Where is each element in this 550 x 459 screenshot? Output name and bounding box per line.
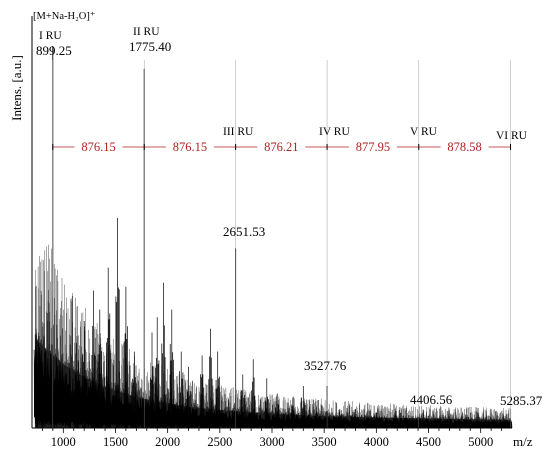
difference-label: 876.15 [173,140,207,154]
peak-mz-label: 1775.40 [129,39,171,54]
y-axis-label: Intens. [a.u.] [9,55,24,121]
peak-ru-label: III RU [223,126,254,138]
peak-ru-label: II RU [133,26,160,38]
peak-ru-label: VI RU [496,130,528,142]
difference-label: 877.95 [356,140,390,154]
difference-label-bg [74,139,123,154]
x-tick-label: 1000 [51,435,76,449]
difference-label: 876.21 [264,140,298,154]
ion-type-label: [M+Na-H₂O]⁺ [33,11,95,22]
spectrum-trace [33,46,513,429]
difference-label-bg [440,139,489,154]
peak-ru-label: I RU [39,30,62,42]
x-tick-label: 2500 [207,435,232,449]
mass-difference-bracket: 876.15 876.15 876.21 877.95 878.58 [52,139,511,154]
peak-mz-label: 2651.53 [223,224,265,239]
difference-label: 876.15 [81,140,115,154]
peak-mz-label: 4406.56 [410,392,453,407]
x-tick-label: 5000 [468,435,493,449]
difference-label-bg [257,139,306,154]
difference-label-bg [348,139,397,154]
x-tick-label: 2000 [155,435,180,449]
axes: 1000 1500 2000 2500 3000 3500 4000 4500 5000 [31,16,512,449]
x-tick-label: 3500 [312,435,337,449]
peak-mz-label: 5285.37 [500,393,543,408]
difference-label: 878.58 [447,140,481,154]
peak-ru-label: V RU [410,126,438,138]
guide-lines [52,60,511,428]
x-tick-label: 1500 [103,435,128,449]
x-tick-label: 4000 [364,435,389,449]
x-axis-label: m/z [513,434,533,449]
difference-label-bg [165,139,214,154]
x-tick-label: 3000 [260,435,285,449]
x-tick-label: 4500 [416,435,441,449]
peak-ru-label: IV RU [319,126,350,138]
peak-mz-label: 3527.76 [304,358,347,373]
peak-mz-label: 899.25 [36,43,72,58]
